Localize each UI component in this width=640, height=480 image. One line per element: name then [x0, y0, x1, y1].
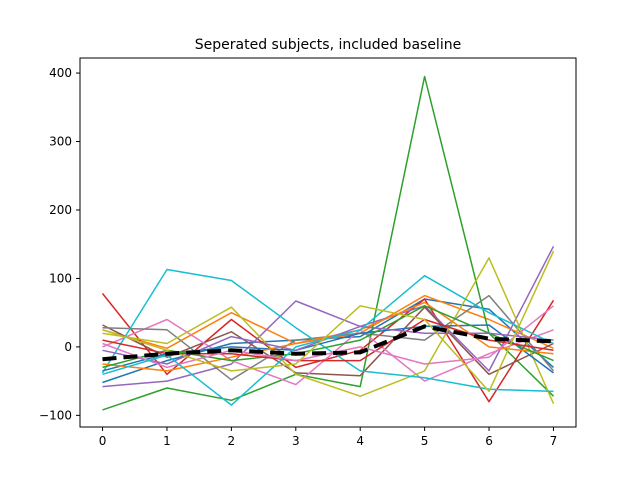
x-tick-label: 7	[550, 434, 558, 448]
x-tick-label: 3	[292, 434, 300, 448]
y-tick-label: 300	[49, 135, 72, 149]
series-line-3	[102, 75, 555, 411]
series-line-16	[102, 305, 554, 369]
series-layer	[101, 75, 555, 411]
y-tick-label: 100	[49, 271, 72, 285]
y-tick-label: −100	[39, 408, 72, 422]
y-tick-label: 200	[49, 203, 72, 217]
series-line-baseline	[102, 324, 554, 362]
series-line-9	[102, 257, 555, 405]
y-tick-label: 400	[49, 66, 72, 80]
series-line-17	[102, 274, 554, 406]
x-tick-label: 6	[485, 434, 493, 448]
plot-frame	[79, 57, 577, 428]
y-tick-label: 0	[64, 340, 72, 354]
series-line-12	[102, 301, 554, 372]
x-axis: 0 1 2 3 4 5 6 7	[99, 427, 558, 448]
y-axis: −100 0 100 200 300 400	[39, 66, 80, 422]
series-line-10	[101, 268, 554, 393]
x-tick-label: 2	[228, 434, 236, 448]
x-tick-label: 4	[356, 434, 364, 448]
series-line-5	[102, 245, 555, 388]
chart-title: Seperated subjects, included baseline	[195, 37, 461, 53]
x-tick-label: 1	[163, 434, 171, 448]
x-tick-label: 5	[421, 434, 429, 448]
x-tick-label: 0	[99, 434, 107, 448]
